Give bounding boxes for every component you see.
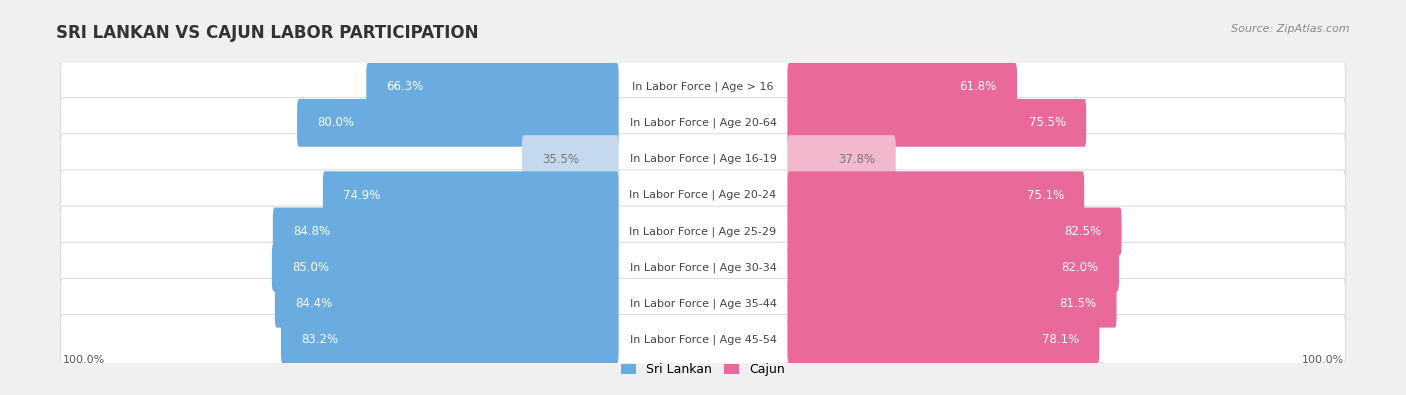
Text: SRI LANKAN VS CAJUN LABOR PARTICIPATION: SRI LANKAN VS CAJUN LABOR PARTICIPATION: [56, 24, 478, 42]
Text: In Labor Force | Age 45-54: In Labor Force | Age 45-54: [630, 335, 776, 345]
FancyBboxPatch shape: [787, 207, 1122, 255]
FancyBboxPatch shape: [60, 134, 1346, 184]
Text: In Labor Force | Age 20-24: In Labor Force | Age 20-24: [630, 190, 776, 201]
FancyBboxPatch shape: [60, 278, 1346, 329]
FancyBboxPatch shape: [367, 63, 619, 111]
FancyBboxPatch shape: [522, 135, 619, 183]
Text: Source: ZipAtlas.com: Source: ZipAtlas.com: [1232, 24, 1350, 34]
FancyBboxPatch shape: [60, 170, 1346, 220]
FancyBboxPatch shape: [787, 63, 1017, 111]
FancyBboxPatch shape: [60, 98, 1346, 148]
FancyBboxPatch shape: [281, 316, 619, 364]
FancyBboxPatch shape: [787, 135, 896, 183]
Text: 83.2%: 83.2%: [301, 333, 339, 346]
Text: 74.9%: 74.9%: [343, 189, 381, 202]
FancyBboxPatch shape: [60, 314, 1346, 365]
Text: 82.5%: 82.5%: [1064, 225, 1101, 238]
FancyBboxPatch shape: [271, 244, 619, 292]
FancyBboxPatch shape: [297, 99, 619, 147]
Text: 85.0%: 85.0%: [292, 261, 329, 274]
Text: In Labor Force | Age > 16: In Labor Force | Age > 16: [633, 81, 773, 92]
Text: In Labor Force | Age 25-29: In Labor Force | Age 25-29: [630, 226, 776, 237]
Text: 35.5%: 35.5%: [543, 152, 579, 166]
FancyBboxPatch shape: [274, 280, 619, 327]
Text: In Labor Force | Age 35-44: In Labor Force | Age 35-44: [630, 299, 776, 309]
FancyBboxPatch shape: [787, 99, 1087, 147]
FancyBboxPatch shape: [787, 171, 1084, 219]
FancyBboxPatch shape: [787, 280, 1116, 327]
Text: 82.0%: 82.0%: [1062, 261, 1098, 274]
Text: 75.1%: 75.1%: [1026, 189, 1064, 202]
Text: In Labor Force | Age 30-34: In Labor Force | Age 30-34: [630, 262, 776, 273]
FancyBboxPatch shape: [60, 61, 1346, 112]
Text: 78.1%: 78.1%: [1042, 333, 1078, 346]
Legend: Sri Lankan, Cajun: Sri Lankan, Cajun: [616, 358, 790, 381]
Text: 80.0%: 80.0%: [318, 117, 354, 130]
FancyBboxPatch shape: [323, 171, 619, 219]
Text: 100.0%: 100.0%: [1302, 355, 1344, 365]
FancyBboxPatch shape: [787, 244, 1119, 292]
FancyBboxPatch shape: [60, 242, 1346, 293]
Text: 37.8%: 37.8%: [838, 152, 876, 166]
FancyBboxPatch shape: [787, 316, 1099, 364]
Text: 75.5%: 75.5%: [1029, 117, 1066, 130]
Text: 81.5%: 81.5%: [1059, 297, 1097, 310]
FancyBboxPatch shape: [60, 206, 1346, 257]
Text: In Labor Force | Age 20-64: In Labor Force | Age 20-64: [630, 118, 776, 128]
Text: In Labor Force | Age 16-19: In Labor Force | Age 16-19: [630, 154, 776, 164]
Text: 84.8%: 84.8%: [294, 225, 330, 238]
FancyBboxPatch shape: [273, 207, 619, 255]
Text: 100.0%: 100.0%: [62, 355, 104, 365]
Text: 61.8%: 61.8%: [959, 80, 997, 93]
Text: 66.3%: 66.3%: [387, 80, 423, 93]
Text: 84.4%: 84.4%: [295, 297, 332, 310]
